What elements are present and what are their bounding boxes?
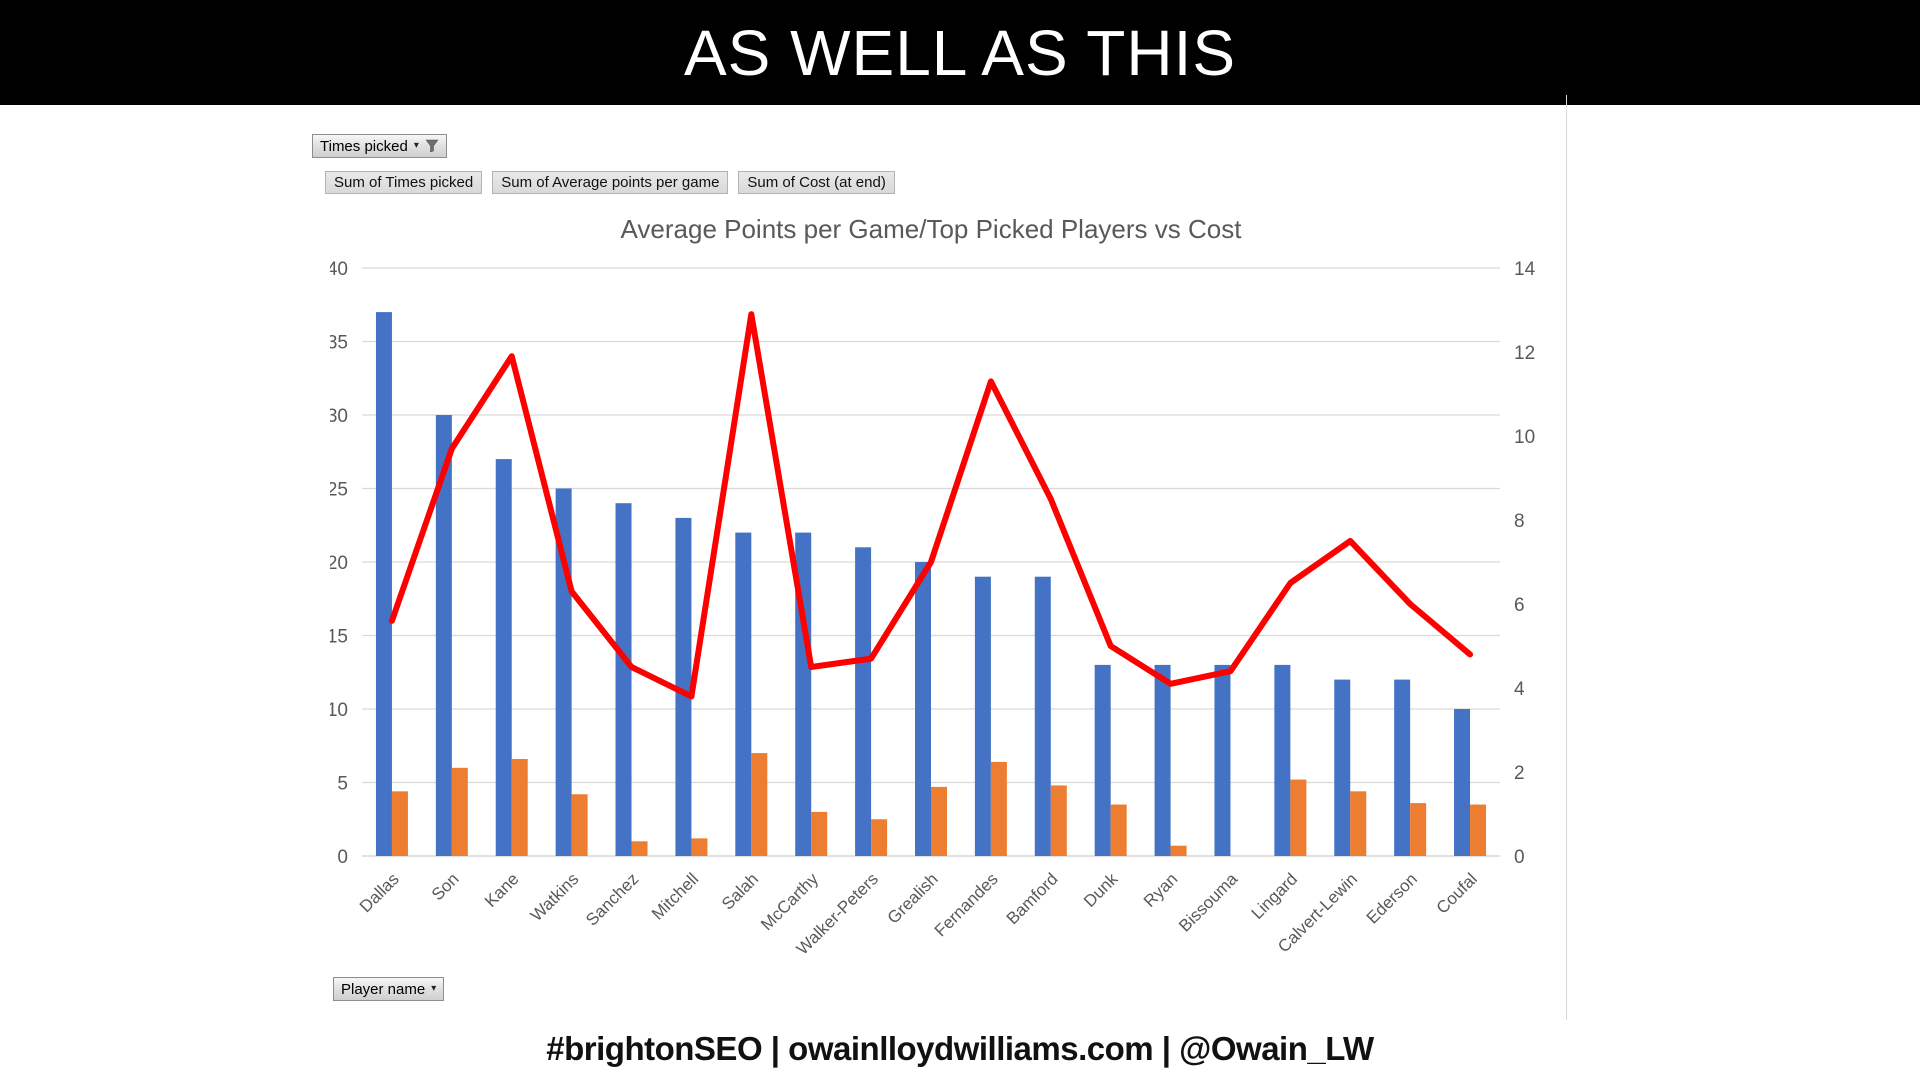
slide-title-banner: AS WELL AS THIS <box>0 0 1920 105</box>
left-axis-tick: 30 <box>330 406 348 427</box>
bar-avg-points <box>871 819 888 856</box>
bar-avg-points <box>990 761 1007 856</box>
bar-avg-points <box>631 841 648 856</box>
dropdown-caret-icon: ▾ <box>413 140 419 151</box>
bar-avg-points <box>931 786 947 856</box>
left-axis-tick: 10 <box>330 700 348 721</box>
bar-times-picked <box>1454 709 1471 856</box>
pivot-field-label: Sum of Average points per game <box>501 174 720 191</box>
right-axis-tick: 4 <box>1514 679 1525 700</box>
footer-credits: #brightonSEO | owainlloydwilliams.com | … <box>546 1030 1374 1067</box>
x-axis-label: Grealish <box>884 869 942 927</box>
x-axis-label: Dallas <box>356 869 403 916</box>
x-axis-label: Watkins <box>527 869 583 925</box>
bar-avg-points <box>1290 779 1307 856</box>
bar-times-picked <box>675 517 692 856</box>
x-axis-label: Sanchez <box>582 869 642 929</box>
bar-times-picked <box>495 459 512 856</box>
bar-avg-points <box>1110 804 1127 856</box>
x-axis-label: Fernandes <box>931 869 1002 940</box>
bar-avg-points <box>691 838 708 856</box>
bar-times-picked <box>855 547 872 856</box>
right-axis-tick: 2 <box>1514 763 1525 784</box>
x-axis-label: Bamford <box>1003 869 1062 928</box>
right-axis-tick: 10 <box>1514 427 1535 448</box>
pivot-filter-label: Times picked <box>320 137 408 155</box>
left-axis-tick: 20 <box>330 553 348 574</box>
bar-times-picked <box>615 503 632 856</box>
left-axis-tick: 15 <box>330 627 348 648</box>
bar-times-picked <box>1094 664 1111 856</box>
pivot-field-buttons-row: Sum of Times picked Sum of Average point… <box>325 171 895 194</box>
bar-times-picked <box>1034 576 1051 856</box>
pivot-filter-button-times-picked[interactable]: Times picked ▾ <box>312 134 447 158</box>
bar-avg-points <box>751 753 768 856</box>
bar-times-picked <box>974 576 991 856</box>
bar-times-picked <box>375 312 392 857</box>
bar-avg-points <box>1050 785 1067 856</box>
x-axis-label: Lingard <box>1248 869 1302 923</box>
chart-title: Average Points per Game/Top Picked Playe… <box>620 214 1242 244</box>
left-axis-tick: 35 <box>330 333 348 354</box>
bar-avg-points <box>1170 845 1187 856</box>
bar-avg-points <box>391 791 408 856</box>
right-axis-tick: 0 <box>1514 847 1525 868</box>
x-axis-label: Dunk <box>1080 869 1122 911</box>
pivot-field-label: Sum of Times picked <box>334 174 474 191</box>
bar-avg-points <box>1410 803 1427 856</box>
bar-times-picked <box>1394 679 1411 856</box>
x-axis-label: Mitchell <box>648 869 702 923</box>
x-axis-label: Ederson <box>1363 869 1421 927</box>
bar-times-picked <box>435 415 452 856</box>
x-axis-label: Bissouma <box>1175 869 1242 936</box>
bar-times-picked <box>1334 679 1351 856</box>
bar-times-picked <box>1154 664 1171 856</box>
x-axis-label: Son <box>428 869 463 904</box>
bar-avg-points <box>571 794 588 856</box>
pivot-field-label: Sum of Cost (at end) <box>747 174 886 191</box>
bar-times-picked <box>735 532 752 856</box>
bar-avg-points <box>1350 791 1367 856</box>
bar-avg-points <box>1470 804 1487 856</box>
x-axis-label: Salah <box>718 869 762 913</box>
pivot-field-button-times-picked[interactable]: Sum of Times picked <box>325 171 483 194</box>
left-axis-tick: 25 <box>330 480 348 501</box>
bar-times-picked <box>1274 664 1291 856</box>
right-axis-tick: 6 <box>1514 595 1525 616</box>
bar-times-picked <box>915 562 931 856</box>
pivot-axis-label: Player name <box>341 980 426 998</box>
bar-avg-points <box>811 811 828 856</box>
x-axis-label: Kane <box>481 869 523 911</box>
cost-line <box>388 311 1474 700</box>
pivot-field-button-cost[interactable]: Sum of Cost (at end) <box>738 171 895 194</box>
chart-area-right-border <box>1566 95 1567 1020</box>
right-axis-tick: 8 <box>1514 511 1525 532</box>
right-axis-tick: 14 <box>1514 259 1536 280</box>
bar-times-picked <box>1214 664 1231 856</box>
dropdown-caret-icon: ▾ <box>431 983 437 994</box>
left-axis-tick: 0 <box>337 847 348 868</box>
x-axis-label: Coufal <box>1433 869 1481 917</box>
right-axis-tick: 12 <box>1514 343 1535 364</box>
filter-funnel-icon <box>425 139 439 153</box>
pivot-field-button-avg-points[interactable]: Sum of Average points per game <box>492 171 729 194</box>
bar-avg-points <box>451 767 468 856</box>
left-axis-tick: 40 <box>330 259 348 280</box>
pivot-axis-button-player-name[interactable]: Player name ▾ <box>333 977 445 1001</box>
bar-avg-points <box>511 758 528 856</box>
x-axis-label: Ryan <box>1140 869 1181 910</box>
left-axis-tick: 5 <box>337 774 348 795</box>
slide-title: AS WELL AS THIS <box>683 16 1237 89</box>
